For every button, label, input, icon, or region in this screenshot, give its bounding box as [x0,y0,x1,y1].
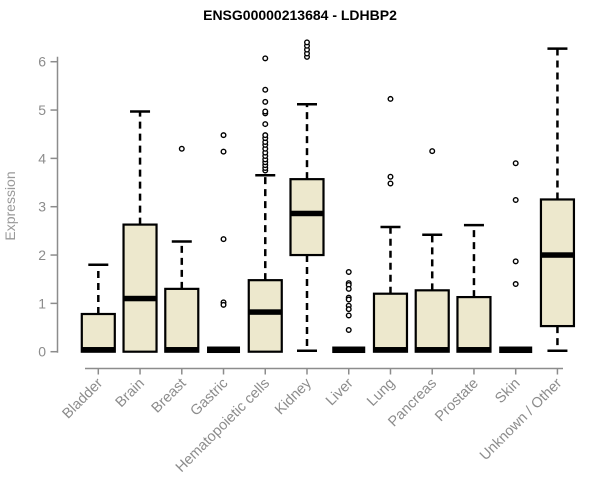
outlier-point-liver [345,285,352,292]
outlier-point-liver [345,312,352,319]
outlier-point-liver [345,268,352,275]
outlier-point-lung [387,173,394,180]
outlier-point-liver [345,326,352,333]
outlier-point-hematopoietic-cells [262,98,269,105]
median-line-kidney [290,210,324,217]
chart-title: ENSG00000213684 - LDHBP2 [203,7,397,23]
boxplot-prostate [456,223,492,353]
x-tick-label-kidney: Kidney [272,375,315,418]
outlier-point-gastric [220,301,227,308]
y-tick-label: 4 [38,150,46,166]
median-line-bladder [81,347,115,353]
boxplot-lung [372,95,409,353]
outlier-point-breast [178,145,185,152]
outlier-point-pancreas [429,148,436,155]
y-tick-label: 3 [38,199,46,215]
boxplots [80,39,576,354]
box-brain [122,223,158,353]
x-tick-label-breast: Breast [149,376,190,417]
box-pancreas [414,289,450,353]
boxplot-liver [332,268,366,354]
median-line-liver [332,346,366,354]
y-axis-label: Expression [2,171,18,240]
boxplot-gastric [207,132,241,354]
median-line-lung [373,347,407,353]
boxplot-brain [122,110,158,353]
x-tick-label-skin: Skin [492,376,523,407]
outlier-point-hematopoietic-cells [262,132,269,139]
boxplot-unknown-other [539,47,576,352]
x-tick-label-brain: Brain [113,376,148,411]
boxplot-skin [499,160,533,354]
outlier-point-hematopoietic-cells [262,121,269,128]
boxplot-breast [164,145,200,353]
box-kidney [289,178,325,257]
boxplot-hematopoietic-cells [247,55,283,353]
y-tick-label: 6 [38,54,46,70]
outlier-point-skin [512,196,519,203]
outlier-point-liver [345,306,352,313]
outlier-point-skin [512,258,519,265]
outlier-point-lung [387,180,394,187]
y-tick-label: 0 [38,344,46,360]
box-prostate [456,295,492,353]
median-line-skin [499,346,533,354]
outlier-point-gastric [220,236,227,243]
x-tick-label-lung: Lung [364,376,398,410]
box-hematopoietic-cells [247,279,283,353]
boxplot-kidney [289,39,325,352]
boxplot-bladder [80,263,116,353]
outlier-point-skin [512,160,519,167]
outlier-point-gastric [220,148,227,155]
median-line-prostate [457,347,491,353]
median-line-unknown-other [540,252,574,258]
median-line-hematopoietic-cells [248,309,282,315]
outlier-point-hematopoietic-cells [262,86,269,93]
outlier-point-lung [387,95,394,102]
y-tick-label: 2 [38,247,46,263]
x-tick-label-bladder: Bladder [59,375,106,422]
x-tick-label-prostate: Prostate [432,376,481,425]
box-lung [372,292,409,353]
x-tick-label-liver: Liver [323,375,357,409]
median-line-gastric [207,346,241,354]
boxplot-pancreas [414,148,450,353]
outlier-point-gastric [220,132,227,139]
outlier-point-liver [345,296,352,303]
median-line-pancreas [415,347,449,353]
y-tick-label: 1 [38,295,46,311]
outlier-point-kidney [304,39,311,46]
box-breast [164,287,200,353]
median-line-brain [123,295,157,302]
box-unknown-other [539,198,576,328]
outlier-point-hematopoietic-cells [262,55,269,62]
outlier-point-skin [512,281,519,288]
y-tick-label: 5 [38,102,46,118]
median-line-breast [165,347,199,353]
box-bladder [80,312,116,353]
outlier-point-hematopoietic-cells [262,108,269,115]
